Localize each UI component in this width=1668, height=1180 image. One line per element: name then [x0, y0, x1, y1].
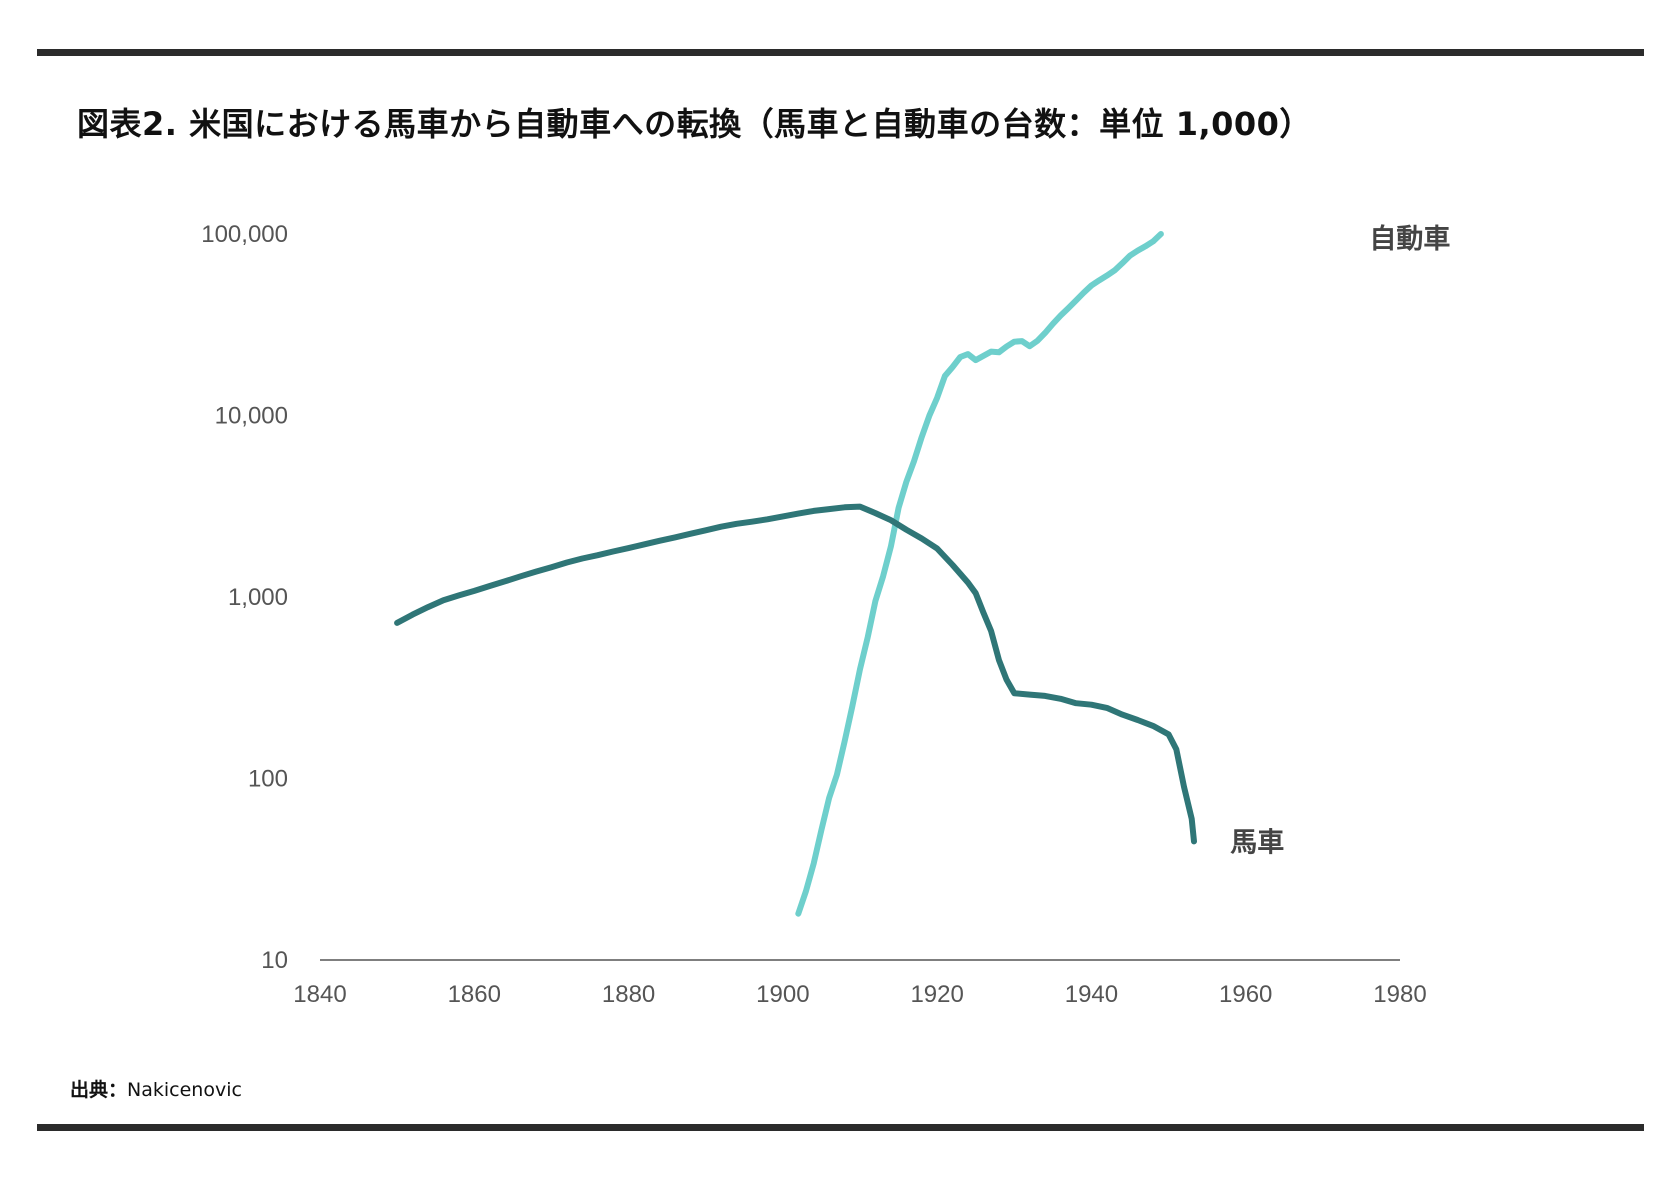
bottom-rule: [37, 1124, 1644, 1131]
automobile-series-label: 自動車: [1369, 223, 1450, 255]
x-tick-label: 1860: [448, 981, 501, 1008]
horse-carriage-series-line: [394, 503, 1197, 845]
source-note: 出典：Nakicenovic: [70, 1075, 242, 1102]
automobile-series-line: [795, 231, 1164, 917]
horse-carriage-series-label: 馬車: [1230, 827, 1284, 858]
top-rule: [37, 49, 1644, 56]
x-tick-label: 1960: [1219, 981, 1272, 1008]
x-tick-label: 1840: [293, 981, 346, 1008]
x-axis-ticks: 1840 1860 1880 1900 1920 1940 1960 1980: [293, 981, 1426, 1008]
y-tick-label: 100,000: [201, 221, 288, 248]
y-axis-ticks: 10 100 1,000 10,000 100,000: [201, 221, 288, 974]
source-label: 出典：: [70, 1079, 128, 1101]
y-tick-label: 100: [248, 766, 288, 793]
x-tick-label: 1940: [1065, 981, 1118, 1008]
x-tick-label: 1880: [602, 981, 655, 1008]
x-tick-label: 1920: [910, 981, 963, 1008]
y-tick-label: 1,000: [228, 584, 288, 611]
x-tick-label: 1980: [1373, 981, 1426, 1008]
y-tick-label: 10,000: [215, 403, 288, 430]
series-layer: [394, 231, 1197, 917]
x-tick-label: 1900: [756, 981, 809, 1008]
source-text: Nakicenovic: [127, 1079, 242, 1101]
y-tick-label: 10: [261, 947, 288, 974]
chart-title: 図表2. 米国における馬車から自動車への転換（馬車と自動車の台数：単位 1,00…: [77, 105, 1312, 143]
